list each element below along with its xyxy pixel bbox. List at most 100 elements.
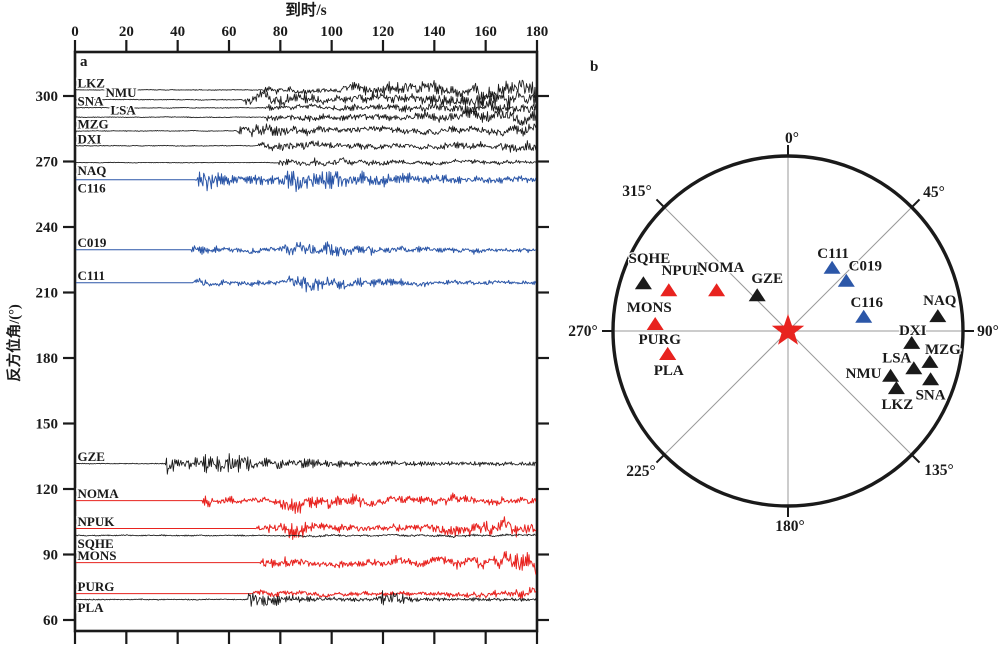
x-tick-label: 120 [372, 24, 395, 40]
y-tick-label: 180 [36, 351, 59, 367]
azimuth-tick-45 [911, 198, 921, 208]
trace-NMU [76, 89, 536, 111]
trace-C116 [76, 170, 536, 193]
station-marker-C019 [837, 273, 855, 287]
station-marker-NOMA [708, 283, 726, 297]
station-marker-SNA [922, 372, 940, 386]
station-marker-LKZ [887, 381, 905, 395]
trace-DXI [76, 140, 536, 153]
trace-C019 [76, 241, 536, 257]
panel-a-axes: 0 20 40 60 80 100 120 140 160 180 300 270 240 210 180 1… [36, 24, 549, 644]
station-marker-label-C116: C116 [850, 295, 883, 311]
station-marker-MZG [921, 354, 939, 368]
station-label-C019: C019 [78, 235, 107, 250]
station-marker-label-GZE: GZE [751, 271, 783, 287]
station-label-LKZ: LKZ [78, 75, 106, 90]
trace-MONS [76, 550, 536, 576]
x-tick-label: 180 [526, 24, 549, 40]
station-marker-PLA [659, 347, 677, 360]
station-marker-C111 [823, 260, 841, 274]
station-marker-label-NOMA: NOMA [697, 260, 745, 276]
station-label-MONS: MONS [78, 548, 117, 563]
station-label-DXI: DXI [78, 131, 102, 146]
x-tick-label: 140 [423, 24, 446, 40]
station-label-MZG: MZG [78, 116, 109, 131]
station-marker-NPUK [660, 283, 678, 297]
station-marker-DXI [903, 335, 921, 349]
y-tick-label: 300 [36, 89, 59, 105]
y-tick-label: 270 [36, 155, 59, 171]
x-tick-label: 80 [273, 24, 288, 40]
y-tick-label: 150 [36, 417, 59, 433]
station-marker-label-NAQ: NAQ [923, 293, 957, 309]
station-label-LSA: LSA [111, 103, 137, 118]
station-marker-label-C019: C019 [849, 259, 882, 275]
trace-NOMA [76, 492, 536, 514]
azimuth-tick-135 [911, 454, 921, 464]
azimuth-tick-label-225: 225° [626, 463, 655, 480]
station-marker-NMU [882, 368, 900, 382]
trace-C111 [76, 275, 536, 293]
station-marker-label-C111: C111 [817, 246, 849, 262]
station-label-GZE: GZE [78, 449, 105, 464]
azimuth-tick-label-315: 315° [622, 183, 651, 200]
y-tick-label: 120 [36, 482, 59, 498]
station-marker-GZE [748, 288, 766, 302]
station-label-NAQ: NAQ [78, 163, 107, 178]
x-tick-label: 0 [71, 24, 79, 40]
trace-GZE [76, 453, 536, 475]
station-marker-label-PURG: PURG [638, 332, 681, 348]
y-tick-label: 90 [43, 548, 58, 564]
station-marker-label-NMU: NMU [846, 366, 882, 382]
y-tick-label: 240 [36, 220, 59, 236]
trace-PURG [76, 586, 536, 600]
station-label-NOMA: NOMA [78, 486, 120, 501]
trace-MZG [76, 123, 536, 138]
station-marker-NAQ [929, 309, 947, 323]
azimuth-tick-label-90: 90° [977, 323, 999, 340]
azimuth-tick-label-135: 135° [924, 462, 953, 479]
panel-a-frame [73, 50, 539, 633]
azimuth-tick-225 [655, 454, 665, 464]
station-marker-label-LKZ: LKZ [882, 397, 914, 413]
station-label-C111: C111 [78, 268, 105, 283]
panel-a-traces [76, 79, 536, 607]
trace-NPUK [76, 516, 536, 540]
panel-a-y-axis-title: 反方位角/(°) [6, 304, 23, 382]
x-tick-label: 60 [222, 24, 237, 40]
y-tick-label: 60 [43, 613, 58, 629]
station-label-PURG: PURG [78, 579, 115, 594]
event-star-marker [771, 314, 805, 345]
station-markers [634, 260, 947, 395]
station-marker-label-SNA: SNA [916, 387, 946, 403]
x-tick-label: 100 [320, 24, 343, 40]
x-tick-label: 40 [170, 24, 185, 40]
x-tick-label: 160 [474, 24, 497, 40]
trace-LKZ [76, 79, 536, 108]
station-marker-LSA [905, 361, 923, 375]
azimuth-tick-315 [655, 198, 665, 208]
panel-a-label: a [80, 54, 88, 70]
panel-a-x-axis-title: 到时/s [285, 2, 327, 19]
station-label-C116: C116 [78, 180, 107, 195]
station-marker-label-MONS: MONS [627, 300, 672, 316]
panel-b-label: b [590, 59, 599, 75]
station-label-NMU: NMU [106, 85, 138, 100]
station-marker-label-SQHE: SQHE [629, 251, 671, 267]
station-label-SNA: SNA [78, 93, 105, 108]
station-marker-label-LSA: LSA [882, 350, 911, 366]
panel-b: 0° 45° 90° 135° 180° 225° 270° 315° SQHENPUKNOMA… [568, 130, 999, 535]
y-tick-label: 210 [36, 286, 59, 302]
station-marker-label-DXI: DXI [899, 323, 927, 339]
trace-SQHE [76, 533, 536, 539]
trace-LSA [76, 108, 536, 126]
azimuth-tick-label-180: 180° [775, 518, 804, 535]
station-label-NPUK: NPUK [78, 514, 116, 529]
station-label-SQHE: SQHE [78, 536, 114, 551]
azimuth-tick-label-0: 0° [785, 130, 799, 147]
trace-NAQ [76, 157, 536, 167]
station-marker-C116 [855, 309, 873, 323]
